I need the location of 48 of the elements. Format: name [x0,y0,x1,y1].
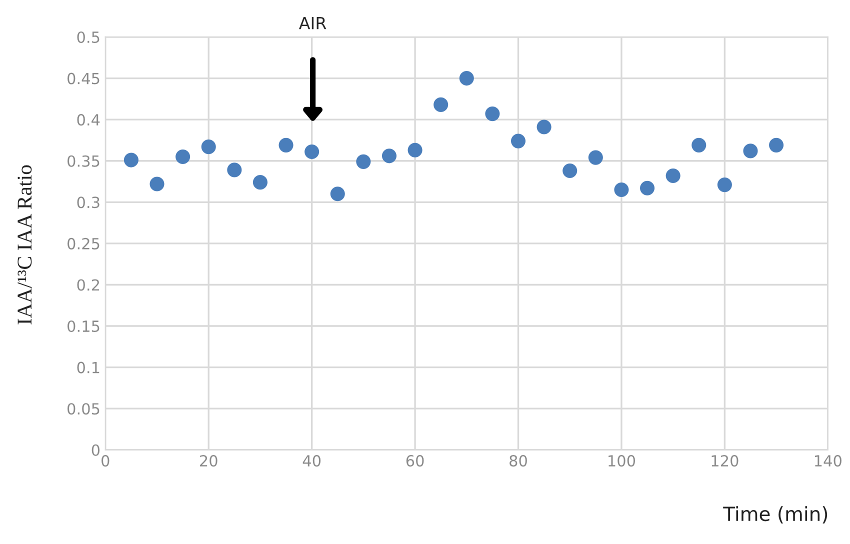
y-axis-title: IAA/¹³C IAA Ratio [18,165,32,324]
y-tick-label: 0.1 [77,362,100,374]
y-tick-label: 0 [92,444,100,456]
x-axis-title: Time (min) [723,506,828,524]
point [124,152,138,168]
y-tick-label: 0.5 [77,31,100,44]
y-tick-label: 0.45 [68,72,100,84]
x-tick-label: 0 [102,455,110,467]
point [201,140,216,154]
y-tick-label: 0.4 [77,114,100,126]
point [330,186,345,202]
x-tick-label: 20 [200,455,218,467]
point [640,180,655,196]
x-tick-label: 100 [608,455,636,467]
x-tick-label: 60 [406,455,424,467]
point [304,144,320,160]
y-tick-label: 0.35 [68,155,100,167]
point [588,150,603,165]
y-tick-label: 0.25 [68,238,100,250]
point [769,138,784,152]
point [356,154,371,169]
point [459,71,474,86]
point [408,142,422,158]
point [227,162,242,178]
y-tick-label: 0.15 [68,320,100,332]
point [150,176,164,192]
x-tick-label: 120 [712,455,738,467]
point [382,148,397,164]
y-tick-label: 0.3 [77,196,100,208]
point [176,149,190,164]
text: AIR [298,17,326,30]
y-tick-label: 0.2 [77,279,100,291]
x-tick-label: 80 [510,455,527,467]
point [434,97,448,112]
point [252,175,268,190]
point [536,120,552,134]
point [692,138,706,152]
y-tick-label: 0.05 [68,403,100,415]
point [743,144,758,158]
point [278,138,294,152]
point [717,178,732,192]
x-tick-label: 40 [302,455,321,467]
point [614,182,629,198]
point [510,134,526,148]
point [485,106,500,122]
x-tick-label: 140 [814,455,842,467]
point [562,163,578,178]
point [666,168,680,184]
